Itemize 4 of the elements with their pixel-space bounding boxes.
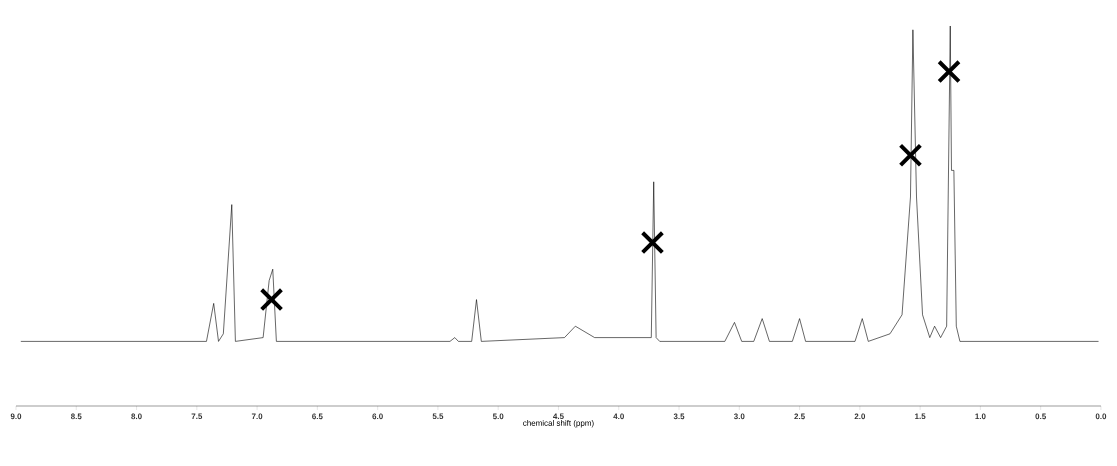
point	[640, 230, 665, 255]
point	[937, 59, 961, 84]
point	[898, 143, 923, 168]
point	[259, 287, 284, 312]
